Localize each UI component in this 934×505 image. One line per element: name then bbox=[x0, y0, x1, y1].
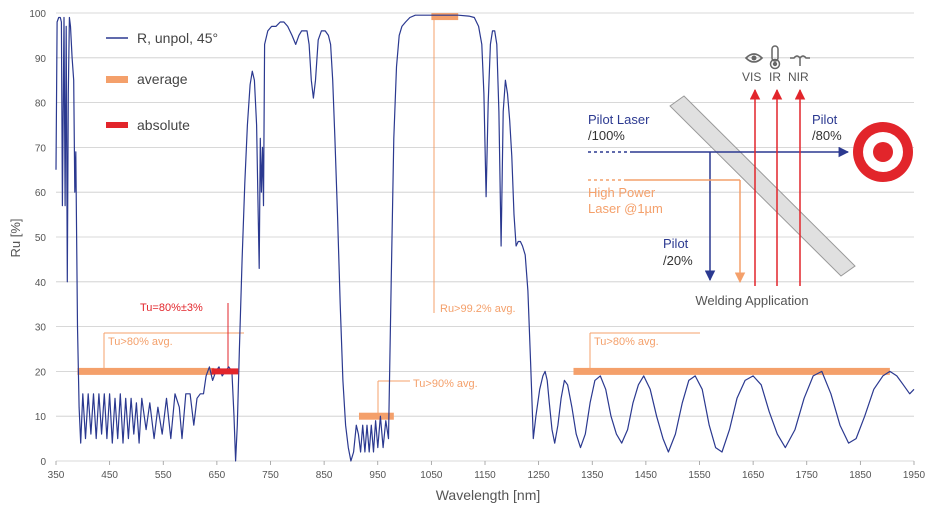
x-tick-label: 1050 bbox=[420, 470, 443, 481]
y-tick-label: 90 bbox=[35, 54, 47, 65]
welding-inset: VIS IR NIR Pilot Laser /100% Pilot /80% … bbox=[588, 45, 913, 308]
welding-caption: Welding Application bbox=[695, 293, 808, 308]
y-tick-label: 30 bbox=[35, 323, 47, 334]
x-tick-label: 1650 bbox=[742, 470, 765, 481]
y-tick-label: 40 bbox=[35, 278, 47, 289]
x-tick-label: 1350 bbox=[581, 470, 604, 481]
absolute-bar bbox=[211, 368, 239, 375]
ir-label: IR bbox=[769, 70, 781, 84]
x-tick-label: 850 bbox=[316, 470, 333, 481]
absolute-bar-label: Tu=80%±3% bbox=[140, 302, 203, 314]
legend: R, unpol, 45° average absolute bbox=[106, 30, 218, 133]
series-lines bbox=[55, 14, 915, 462]
beam-splitter-mirror bbox=[669, 95, 856, 277]
y-tick-label: 80 bbox=[35, 99, 47, 110]
x-tick-label: 1450 bbox=[635, 470, 658, 481]
x-tick-label: 950 bbox=[369, 470, 386, 481]
y-axis-ticks: 0 10 20 30 40 50 60 70 80 90 100 bbox=[29, 9, 46, 468]
y-tick-label: 10 bbox=[35, 412, 47, 423]
series-line bbox=[55, 14, 915, 462]
x-tick-label: 1250 bbox=[528, 470, 551, 481]
x-tick-label: 750 bbox=[262, 470, 279, 481]
y-tick-label: 100 bbox=[29, 9, 46, 20]
average-bar-label: Ru>99.2% avg. bbox=[440, 303, 516, 315]
high-power-value: Laser @1µm bbox=[588, 201, 663, 216]
legend-label-absolute: absolute bbox=[137, 117, 190, 133]
x-tick-label: 1550 bbox=[688, 470, 711, 481]
pilot-laser-label: Pilot Laser bbox=[588, 112, 650, 127]
x-tick-label: 650 bbox=[209, 470, 226, 481]
x-tick-label: 1850 bbox=[849, 470, 872, 481]
average-bar-label: Tu>90% avg. bbox=[413, 378, 478, 390]
average-bar bbox=[431, 13, 459, 21]
average-bar-label: Tu>80% avg. bbox=[108, 336, 173, 348]
average-bar bbox=[358, 412, 394, 420]
vis-label: VIS bbox=[742, 70, 761, 84]
legend-label-average: average bbox=[137, 71, 188, 87]
y-tick-label: 0 bbox=[40, 457, 46, 468]
legend-absolute-swatch bbox=[106, 122, 128, 128]
x-tick-label: 550 bbox=[155, 470, 172, 481]
pilot-down-value: /20% bbox=[663, 253, 693, 268]
legend-label-series: R, unpol, 45° bbox=[137, 30, 218, 46]
x-tick-label: 1950 bbox=[903, 470, 926, 481]
x-tick-label: 1150 bbox=[474, 470, 496, 481]
absolute-bar-group bbox=[211, 368, 239, 375]
pilot-out-label: Pilot bbox=[812, 112, 838, 127]
legend-average-swatch bbox=[106, 76, 128, 83]
average-bar bbox=[573, 367, 890, 375]
pilot-out-value: /80% bbox=[812, 128, 842, 143]
x-axis-label: Wavelength [nm] bbox=[436, 487, 541, 503]
eye-icon bbox=[744, 53, 764, 63]
average-bar-label: Tu>80% avg. bbox=[594, 336, 659, 348]
y-tick-label: 60 bbox=[35, 188, 47, 199]
x-tick-label: 450 bbox=[101, 470, 118, 481]
annotations: Tu>80% avg. Tu>90% avg. Ru>99.2% avg. Tu>80… bbox=[103, 16, 700, 417]
thermometer-icon bbox=[769, 45, 781, 70]
x-axis-ticks: 350 450 550 650 750 850 950 1050 1150 1250 1350 145… bbox=[48, 461, 926, 481]
y-tick-label: 50 bbox=[35, 233, 47, 244]
average-bar bbox=[77, 367, 215, 375]
y-axis-label: Ru [%] bbox=[8, 218, 23, 257]
wave-icon bbox=[790, 55, 810, 66]
nir-label: NIR bbox=[788, 70, 809, 84]
x-tick-label: 1750 bbox=[796, 470, 819, 481]
high-power-label: High Power bbox=[588, 185, 656, 200]
x-tick-label: 350 bbox=[48, 470, 65, 481]
average-bars bbox=[77, 13, 890, 420]
y-tick-label: 70 bbox=[35, 143, 47, 154]
pilot-down-label: Pilot bbox=[663, 236, 689, 251]
y-tick-label: 20 bbox=[35, 367, 47, 378]
target-icon bbox=[853, 122, 913, 182]
pilot-laser-value: /100% bbox=[588, 128, 625, 143]
